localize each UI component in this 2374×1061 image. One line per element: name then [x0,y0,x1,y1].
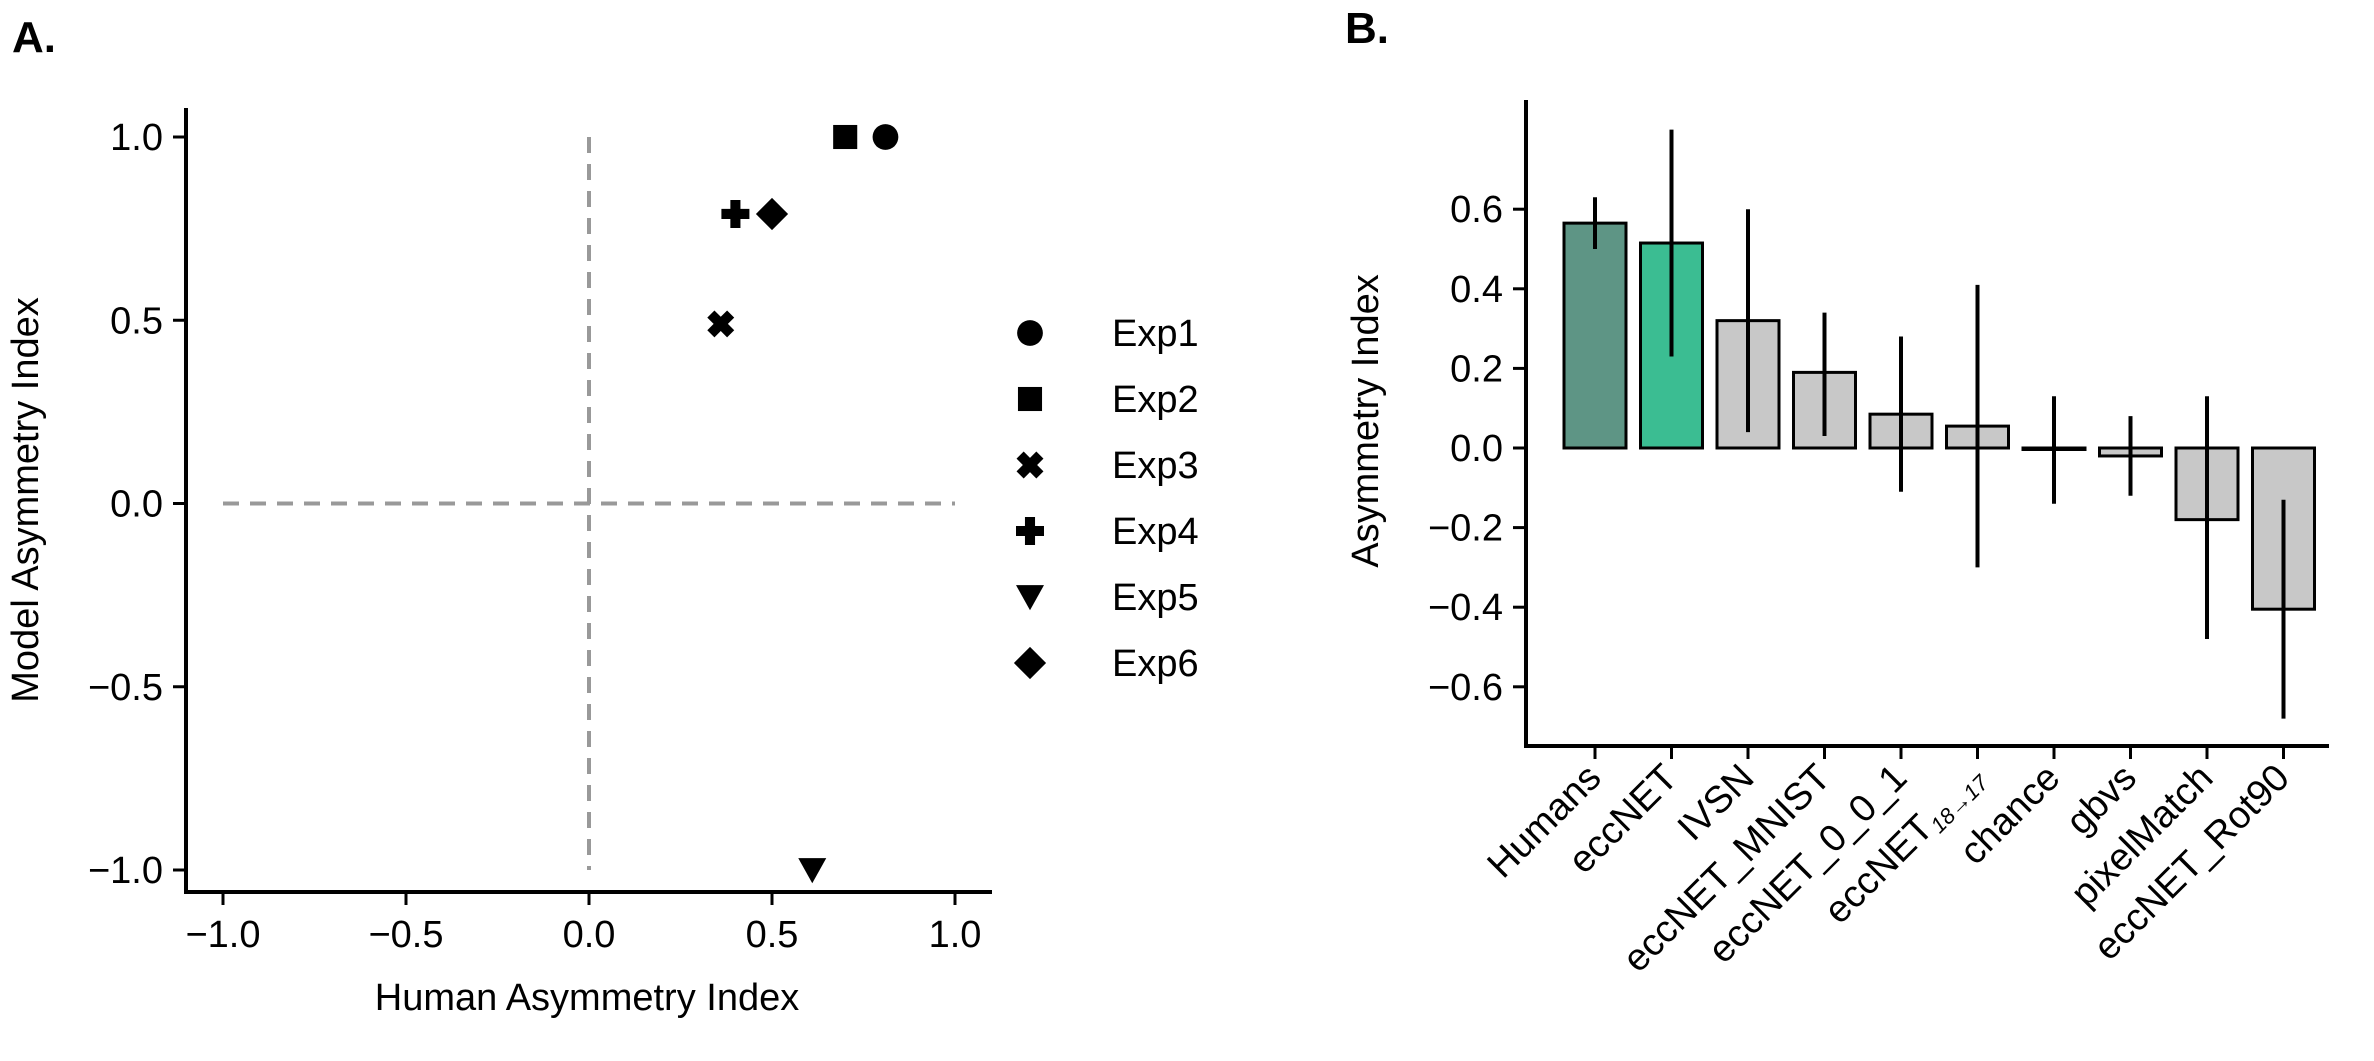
y-tick-label-b: 0.4 [1450,269,1503,311]
panel-b-bar: 0.60.40.20.0−0.2−0.4−0.6HumanseccNETIVSN… [1345,100,2329,980]
y-tick-label-a: 1.0 [110,117,163,159]
legend-label-exp5: Exp5 [1112,577,1199,619]
point-exp1 [872,124,899,150]
legend-marker-exp4 [1016,517,1044,545]
point-exp3 [707,310,735,338]
legend: Exp1 Exp2 Exp3 Exp4 Exp5 Exp6 [1013,313,1199,685]
x-tick-label-a: 0.5 [746,914,799,956]
legend-marker-exp2 [1017,386,1043,412]
point-exp2 [833,124,858,150]
y-tick-label-b: 0.6 [1450,189,1503,231]
x-tick-label-a: −0.5 [368,914,443,956]
ticks-a: −1.0 −0.5 0.0 0.5 1.0 1.0 0.5 0.0 −0.5 −1.0 [88,117,981,956]
legend-marker-exp5 [1016,585,1044,611]
x-tick-label-a: 0.0 [563,914,616,956]
error-bars [1593,129,2286,719]
panel-b-label: B. [1345,4,1389,53]
x-tick-label-a: 1.0 [929,914,982,956]
legend-label-exp6: Exp6 [1112,643,1199,685]
y-tick-label-a: −1.0 [88,850,163,892]
y-tick-label-a: 0.5 [110,300,163,342]
bars [1562,221,2316,611]
y-tick-label-b: 0.0 [1450,428,1503,470]
legend-label-exp4: Exp4 [1112,511,1199,553]
point-exp6 [755,197,789,231]
category-label-7: chance [1952,757,2068,873]
legend-marker-exp1 [1017,320,1043,346]
y-tick-label-a: 0.0 [110,484,163,526]
scatter-points [707,124,899,884]
panel-a-scatter: −1.0 −0.5 0.0 0.5 1.0 1.0 0.5 0.0 −0.5 −1.0 Human… [5,108,1199,1019]
x-tick-label-a: −1.0 [185,914,260,956]
legend-marker-exp3 [1016,451,1044,479]
legend-label-exp1: Exp1 [1112,313,1199,355]
legend-marker-exp6 [1013,646,1047,680]
bar-1 [1562,221,1628,450]
y-tick-label-b: −0.6 [1428,667,1503,709]
point-exp5 [798,858,827,884]
y-tick-label-b: −0.2 [1428,508,1503,550]
y-axis-title-b: Asymmetry Index [1345,274,1387,568]
y-tick-label-b: −0.4 [1428,587,1503,629]
ticks-b: 0.60.40.20.0−0.2−0.4−0.6HumanseccNETIVSN… [1428,189,2298,980]
panel-a-label: A. [12,13,56,62]
y-axis-title-a: Model Asymmetry Index [5,297,47,702]
y-tick-label-b: 0.2 [1450,348,1503,390]
x-axis-title-a: Human Asymmetry Index [375,977,799,1019]
legend-label-exp2: Exp2 [1112,379,1199,421]
legend-label-exp3: Exp3 [1112,445,1199,487]
y-tick-label-a: −0.5 [88,667,163,709]
point-exp4 [721,199,750,228]
reference-lines [223,137,955,870]
